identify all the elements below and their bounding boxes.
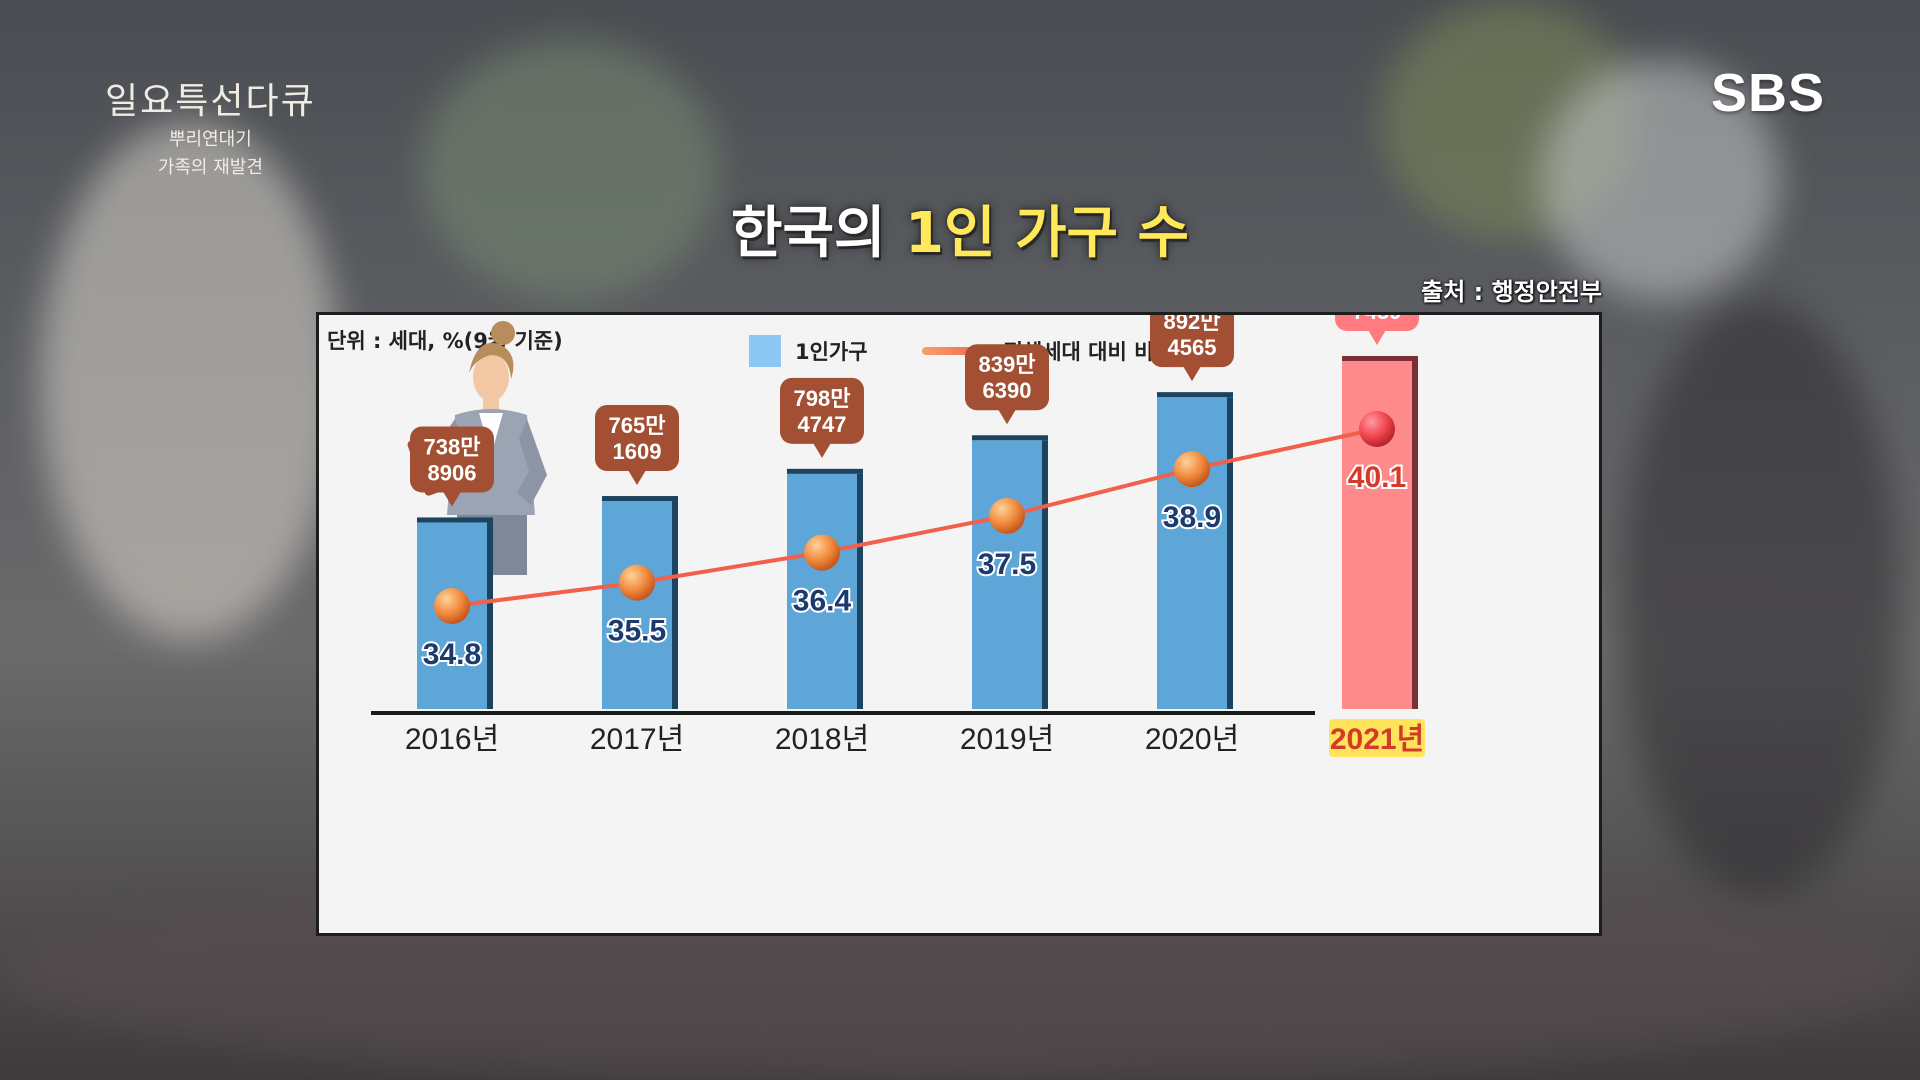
headline: 한국의 1인 가구 수 [0, 188, 1920, 269]
value-bubble-pointer-2 [813, 442, 831, 458]
bar-side-1 [672, 501, 678, 709]
bar-side-3 [1042, 440, 1048, 709]
source-credit: 출처 : 행정안전부 [1421, 278, 1602, 306]
x-tick-label-0: 2016년 [405, 723, 499, 756]
bar-value-line1-0: 738만 [424, 434, 481, 459]
value-bubble-1 [595, 405, 679, 472]
chart-legend: 1인가구 전체세대 대비 비중 [749, 335, 1173, 367]
share-dot-0 [434, 588, 470, 624]
x-tick-label-2: 2018년 [775, 723, 869, 756]
percent-label-3: 37.5 [978, 548, 1036, 581]
bar-2 [787, 473, 857, 709]
bar-top-1 [602, 496, 678, 502]
percent-label-0: 34.8 [423, 638, 481, 671]
x-tick-label-3: 2019년 [960, 723, 1054, 756]
legend-bar-label: 1인가구 [795, 340, 868, 364]
bar-top-4 [1157, 392, 1233, 398]
bar-top-3 [972, 435, 1048, 441]
value-bubble-pointer-0 [443, 491, 461, 507]
bar-1 [602, 501, 672, 709]
bar-top-2 [787, 468, 863, 474]
value-bubble-0 [410, 426, 494, 493]
bar-side-0 [487, 522, 493, 709]
bar-top-5 [1342, 356, 1418, 361]
bar-side-5 [1412, 361, 1418, 709]
percent-label-2: 36.4 [793, 585, 852, 618]
percent-label-5: 40.1 [1348, 461, 1406, 494]
bar-side-4 [1227, 397, 1233, 709]
legend-bar-swatch [749, 335, 781, 367]
bar-3 [972, 440, 1042, 709]
value-bubble-pointer-1 [628, 470, 646, 486]
bar-value-line2-2: 4747 [798, 412, 847, 437]
bar-value-line1-3: 839만 [979, 352, 1036, 377]
bar-value-line2-5: 7439 [1353, 315, 1402, 324]
share-line [451, 427, 1378, 608]
share-dot-3 [989, 497, 1025, 534]
bar-value-line1-4: 892만 [1164, 315, 1221, 334]
headline-highlight: 1인 가구 수 [905, 201, 1190, 266]
legend-line-swatch [921, 347, 990, 355]
percent-label-4: 38.9 [1163, 501, 1221, 534]
value-bubble-5 [1335, 315, 1419, 331]
bar-value-line1-1: 765만 [609, 413, 666, 438]
value-bubble-pointer-4 [1183, 366, 1201, 382]
bar-value-line2-1: 1609 [613, 439, 662, 464]
bar-side-2 [857, 473, 863, 709]
x-tick-label-5: 2021년 [1330, 723, 1424, 756]
chart-panel: 단위 : 세대, %(9월 기준) 1인가구 전체세대 대비 비중 [316, 312, 1602, 936]
percent-label-1: 35.5 [608, 615, 666, 648]
value-bubble-pointer-3 [998, 409, 1016, 425]
value-bubble-pointer-5 [1368, 330, 1386, 345]
share-dot-5 [1359, 411, 1395, 447]
bar-top-0 [417, 517, 493, 523]
bar-value-line2-3: 6390 [983, 378, 1032, 403]
unit-label: 단위 : 세대, %(9월 기준) [327, 329, 563, 353]
bar-4 [1157, 397, 1227, 709]
share-dot-2 [804, 534, 840, 571]
show-title: 일요특선다큐 [105, 81, 316, 122]
value-bubble-3 [965, 344, 1049, 411]
bar-value-line2-4: 4565 [1168, 335, 1217, 360]
x-tick-label-1: 2017년 [590, 723, 684, 756]
show-logo: 일요특선다큐 뿌리연대기 가족의 재발견 [105, 72, 316, 180]
show-subtitle-2: 가족의 재발견 [157, 157, 263, 178]
value-bubble-2 [780, 377, 864, 444]
value-bubble-4 [1150, 315, 1234, 368]
show-subtitle-1: 뿌리연대기 [168, 129, 252, 150]
highlight-year-bg [1329, 719, 1425, 757]
share-dot-1 [619, 564, 655, 601]
headline-part1: 한국의 [730, 201, 905, 266]
bar-value-line2-0: 8906 [428, 460, 477, 485]
share-dot-4 [1174, 451, 1210, 488]
network-logo: SBS [1710, 63, 1825, 123]
bar-value-line1-2: 798만 [794, 386, 851, 411]
x-tick-label-4: 2020년 [1145, 723, 1239, 756]
